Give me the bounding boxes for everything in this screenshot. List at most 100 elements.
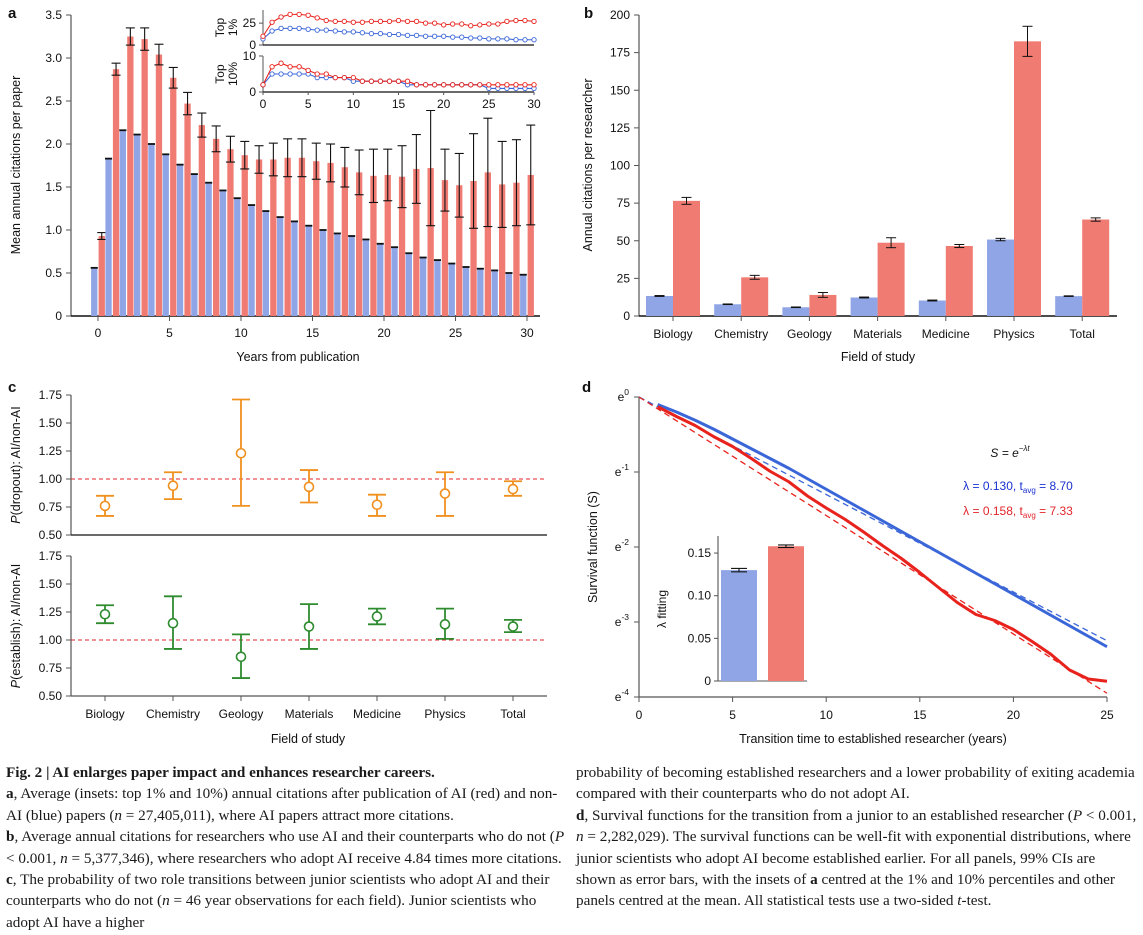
inset-point-non-ai — [377, 30, 384, 37]
bar-non-ai — [362, 239, 370, 316]
inset-point-ai — [441, 82, 447, 88]
bar-non-ai — [448, 263, 455, 316]
ratio-point — [99, 608, 111, 620]
error-bar-ai — [140, 27, 150, 51]
inset-y-tick-label: 25 — [243, 16, 257, 30]
bar-non-ai — [248, 205, 255, 316]
bar-ai — [213, 138, 220, 316]
inset-point-non-ai — [350, 29, 356, 35]
panel-c: c0.500.751.001.251.501.75P(dropout): AI/… — [8, 379, 547, 746]
survival-curve-non-ai — [657, 403, 1108, 649]
error-bar-ai — [254, 145, 264, 174]
caption-letter-b: b — [6, 828, 15, 846]
x-tick-label: 0 — [95, 326, 102, 340]
y-tick-label: 1.75 — [39, 388, 63, 402]
inset-point-non-ai — [269, 71, 275, 77]
inset-x-tick-label: 25 — [482, 97, 496, 111]
ratio-point — [167, 480, 179, 492]
panel-label-c: c — [8, 379, 16, 396]
y-axis-title: Annual citations per researcher — [581, 78, 595, 251]
error-bar-ai — [168, 66, 178, 89]
inset-point-ai — [413, 82, 420, 88]
inset-point-ai — [341, 74, 347, 81]
x-tick-label: 20 — [1007, 708, 1021, 722]
lambda-subscript: avg — [1023, 486, 1036, 495]
y-tick-label: 1.25 — [39, 444, 63, 458]
caption-b-text-2: < 0.001, — [6, 849, 61, 867]
error-bar-ai — [326, 143, 336, 183]
lambda-value: = 7.33 — [1036, 504, 1073, 518]
error-bar-non-ai — [859, 296, 870, 299]
inset-point-non-ai — [531, 37, 537, 43]
inset-point-ai — [278, 14, 284, 20]
inset-point-ai — [296, 64, 302, 70]
error-bar-ai — [1022, 25, 1033, 57]
error-bar-ai — [111, 62, 121, 76]
bar-ai — [1082, 219, 1110, 316]
inset-point-ai — [404, 78, 411, 84]
error-bar-ai — [1090, 217, 1101, 222]
inset-point-ai — [395, 17, 402, 24]
bar-ai — [227, 149, 234, 316]
error-bar-ai — [817, 292, 828, 298]
tick-exponent: -1 — [621, 462, 629, 472]
caption-d-text-2: < 0.001, — [1082, 806, 1137, 824]
inset-point-ai — [287, 11, 293, 18]
x-tick-label: 10 — [234, 326, 248, 340]
inset-point-non-ai — [305, 26, 311, 32]
inset-point-non-ai — [477, 35, 483, 41]
y-tick-label: 1.00 — [39, 633, 63, 647]
caption-body-left: a, Average (insets: top 1% and 10%) annu… — [6, 783, 566, 933]
ratio-point — [371, 499, 383, 511]
error-bar-ai — [383, 148, 393, 202]
y-tick-label: 0 — [55, 309, 62, 323]
inset-point-non-ai — [323, 27, 329, 33]
inset-point-non-ai — [296, 71, 302, 77]
inset-point-non-ai — [341, 29, 347, 35]
panel-label-a: a — [8, 5, 17, 22]
inset-point-ai — [468, 82, 474, 88]
formula-exponent: −λt — [1019, 444, 1031, 453]
inset-point-ai — [386, 78, 393, 84]
inset-point-ai — [459, 82, 465, 88]
bar-ai — [484, 172, 491, 316]
y-axis-title-rest: (dropout): AI/non-AI — [9, 406, 23, 515]
error-bar-ai — [681, 196, 692, 205]
inset-point-non-ai — [359, 30, 366, 36]
x-tick-label: Geology — [219, 707, 264, 721]
inset-y-title-line1: Top — [213, 64, 227, 84]
y-tick-label: 0.50 — [39, 528, 63, 542]
inset-point-ai — [495, 21, 501, 27]
bar-non-ai — [1055, 296, 1083, 316]
inset-point-non-ai — [395, 31, 402, 38]
inset-point-ai — [287, 64, 293, 70]
inset-point-non-ai — [269, 28, 275, 34]
y-tick-label: e-4 — [615, 687, 630, 704]
inset-point-ai — [441, 22, 447, 28]
inset-point-non-ai — [431, 33, 438, 39]
bar-non-ai — [262, 211, 269, 316]
caption-italic-n: n — [114, 806, 122, 824]
bar-ai — [127, 36, 134, 316]
error-bar-ai — [454, 152, 464, 218]
caption-letter-a: a — [6, 785, 14, 803]
y-tick-label: 2.0 — [45, 137, 62, 151]
inset-y-tick-label: 0.10 — [688, 589, 712, 603]
y-tick-label: 1.75 — [39, 549, 63, 563]
inset-point-ai — [350, 19, 356, 25]
inset-point-non-ai — [450, 34, 456, 40]
error-bar-ai — [440, 148, 450, 212]
bar-ai — [741, 277, 769, 316]
inset-point-non-ai — [459, 34, 465, 40]
x-tick-label: Total — [500, 707, 525, 721]
inset-point-ai — [477, 22, 483, 28]
bar-non-ai — [477, 268, 484, 316]
inset-point-ai — [395, 78, 402, 84]
caption-italic-n: n — [576, 828, 584, 846]
bar-ai — [98, 236, 105, 316]
inset-y-tick-label: 0.05 — [688, 631, 712, 645]
bar-ai — [284, 157, 291, 316]
x-tick-label: 25 — [449, 326, 463, 340]
tick-base: e — [618, 390, 625, 404]
error-bar-ai — [368, 148, 378, 204]
